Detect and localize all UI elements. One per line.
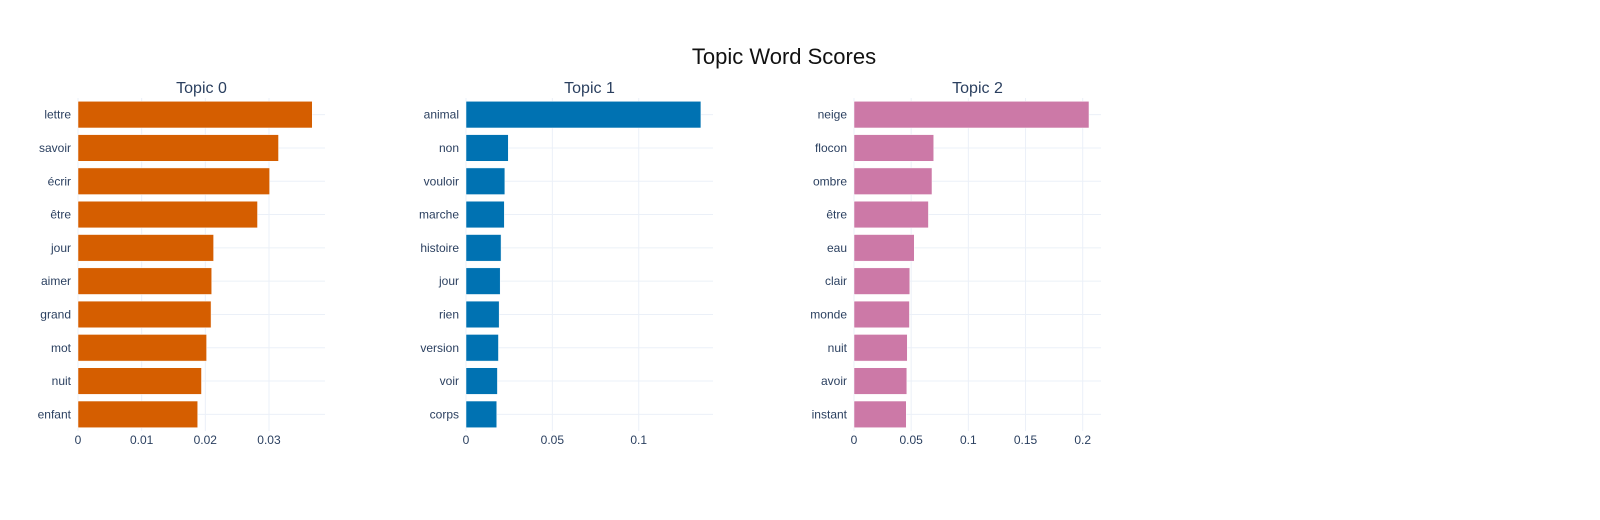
bar[interactable] [853,234,915,262]
y-tick-label: nuit [828,341,848,355]
y-tick-label: marche [419,208,459,222]
x-tick-label: 0.05 [899,433,923,447]
bar[interactable] [77,200,258,229]
bar[interactable] [77,134,279,162]
y-tick-label: clair [825,274,847,288]
y-tick-label: rien [439,307,459,321]
bar[interactable] [77,334,207,362]
x-tick-label: 0.1 [960,433,977,447]
subplot-title: Topic 1 [564,80,615,97]
y-tick-label: monde [810,307,847,321]
bar[interactable] [465,134,509,162]
x-tick-label: 0.03 [257,433,281,447]
y-tick-label: lettre [44,108,71,122]
y-tick-label: voir [440,374,459,388]
bar[interactable] [853,334,908,362]
bar[interactable] [853,300,910,329]
bar[interactable] [465,200,505,229]
y-tick-label: avoir [821,374,847,388]
bar[interactable] [77,400,198,428]
bar[interactable] [853,400,907,428]
bar[interactable] [853,134,934,162]
bar[interactable] [465,167,506,195]
y-tick-label: non [439,141,459,155]
x-tick-label: 0 [75,433,82,447]
x-tick-label: 0.05 [541,433,565,447]
y-tick-label: instant [812,407,848,421]
y-tick-label: nuit [52,374,72,388]
y-tick-label: être [826,208,847,222]
bar[interactable] [853,200,929,229]
bar[interactable] [465,300,500,329]
y-tick-label: écrir [48,174,71,188]
subplot-topic-2: neige flocon ombre être eau clair monde nuit avo… [810,80,1101,447]
subplot-topic-0: lettre savoir écrir être jour aimer grand mot nu… [38,80,325,447]
y-tick-label: animal [424,108,459,122]
y-tick-label: corps [430,407,459,421]
bar[interactable] [465,334,499,362]
x-tick-label: 0.1 [630,433,647,447]
x-tick-label: 0.2 [1074,433,1091,447]
y-tick-label: eau [827,241,847,255]
x-tick-label: 0.15 [1014,433,1038,447]
y-tick-label: grand [40,307,71,321]
bar[interactable] [77,167,270,195]
bar[interactable] [853,367,908,395]
bar[interactable] [77,101,313,129]
bar[interactable] [465,234,502,262]
y-tick-label: vouloir [424,174,459,188]
bar[interactable] [853,101,1090,129]
bar[interactable] [465,267,501,295]
bar[interactable] [77,300,212,329]
bar[interactable] [77,267,212,295]
bar[interactable] [853,167,933,195]
y-tick-label: savoir [39,141,71,155]
bar[interactable] [77,367,202,395]
subplot-title: Topic 0 [176,80,227,97]
y-tick-label: version [420,341,459,355]
bar[interactable] [465,367,498,395]
x-tick-label: 0 [851,433,858,447]
x-tick-label: 0 [463,433,470,447]
y-tick-label: ombre [813,174,847,188]
bar[interactable] [465,101,702,129]
y-tick-label: être [50,208,71,222]
y-tick-label: jour [438,274,459,288]
subplot-topic-1: animal non vouloir marche histoire jour rien ve… [419,80,713,447]
x-tick-label: 0.02 [194,433,218,447]
y-tick-label: aimer [41,274,71,288]
y-tick-label: flocon [815,141,847,155]
bar[interactable] [465,400,497,428]
y-tick-label: mot [51,341,72,355]
subplot-title: Topic 2 [952,80,1003,97]
figure-title: Topic Word Scores [692,44,876,69]
y-tick-label: histoire [420,241,459,255]
x-tick-label: 0.01 [130,433,154,447]
bar[interactable] [853,267,911,295]
y-tick-label: jour [50,241,71,255]
bar[interactable] [77,234,214,262]
y-tick-label: enfant [38,407,72,421]
y-tick-label: neige [818,108,848,122]
